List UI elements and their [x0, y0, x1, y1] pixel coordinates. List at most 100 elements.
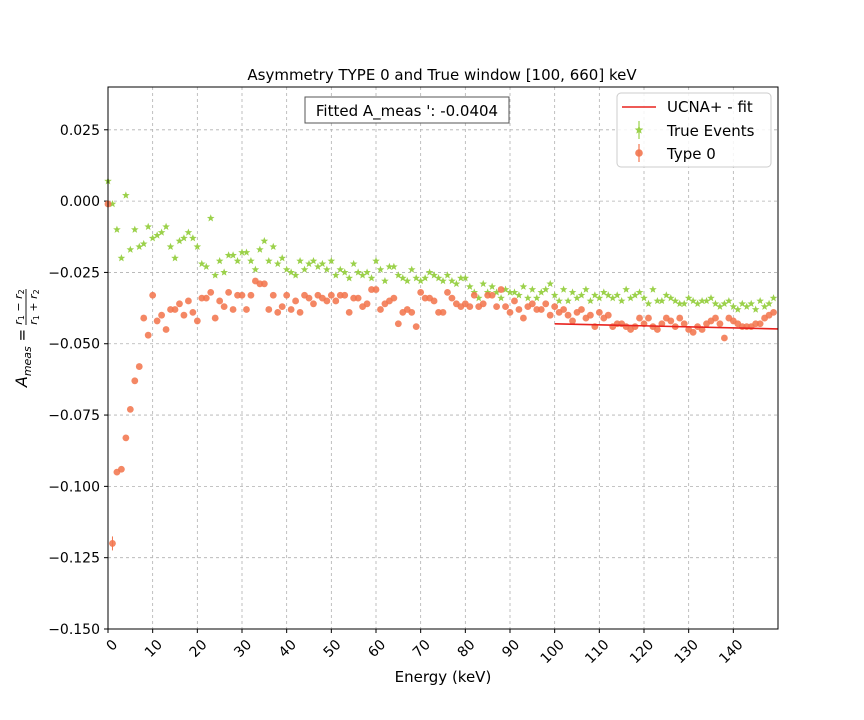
- type0-point: [238, 291, 246, 299]
- series-type-0: [104, 200, 777, 551]
- true-events-point: [765, 299, 773, 308]
- true-events-point: [631, 291, 639, 299]
- legend-true-swatch: [634, 121, 644, 139]
- fit-annotation: Fitted A_meas ': -0.0404: [304, 96, 510, 124]
- true-events-point: [604, 291, 613, 299]
- true-events-point: [756, 296, 764, 305]
- true-events-point: [367, 274, 376, 282]
- y-tick-label: −0.050: [48, 337, 100, 353]
- true-events-point: [198, 259, 206, 268]
- type0-point: [394, 320, 402, 328]
- type0-point: [153, 317, 161, 325]
- type0-point: [202, 294, 210, 302]
- type0-point: [604, 311, 612, 319]
- type0-point: [158, 311, 166, 319]
- type0-point: [372, 286, 380, 293]
- true-events-point: [189, 234, 197, 242]
- true-events-point: [358, 271, 367, 279]
- type0-point: [323, 297, 331, 305]
- true-events-point: [582, 285, 590, 293]
- type0-point: [680, 320, 688, 328]
- type0-point: [220, 303, 228, 311]
- true-events-point: [550, 291, 559, 299]
- type0-point: [497, 286, 505, 293]
- type0-point: [287, 306, 295, 313]
- true-events-point: [492, 288, 501, 296]
- true-events-point: [586, 296, 595, 305]
- true-events-point: [474, 294, 483, 302]
- type0-point: [546, 311, 554, 319]
- type0-point: [479, 300, 487, 308]
- true-events-point: [229, 251, 237, 259]
- true-events-point: [287, 268, 295, 276]
- true-events-point: [738, 299, 747, 308]
- true-events-point: [528, 285, 537, 293]
- true-events-point: [559, 285, 568, 293]
- true-events-point: [345, 274, 353, 282]
- true-events-point: [314, 262, 322, 270]
- y-tick-label: 0.025: [60, 123, 100, 139]
- type0-point: [278, 303, 286, 311]
- true-events-point: [305, 259, 313, 268]
- true-events-point: [541, 285, 550, 293]
- annotation-box: [304, 96, 510, 124]
- true-events-point: [309, 257, 318, 265]
- true-events-point: [354, 268, 362, 276]
- y-tick-label: −0.100: [48, 479, 100, 495]
- type0-point: [171, 306, 179, 313]
- true-events-point: [256, 245, 264, 253]
- type0-point: [667, 317, 675, 325]
- type0-point: [636, 314, 643, 322]
- true-events-point: [211, 271, 219, 279]
- true-events-point: [403, 276, 412, 285]
- true-events-point: [434, 274, 443, 282]
- true-events-point: [689, 296, 697, 305]
- true-events-point: [175, 237, 184, 245]
- type0-point: [721, 334, 728, 342]
- y-tick-label: 0.000: [60, 194, 100, 210]
- true-events-point: [519, 282, 528, 290]
- true-events-point: [644, 299, 653, 308]
- true-events-point: [327, 257, 336, 265]
- type0-point: [408, 308, 416, 316]
- true-events-point: [180, 234, 188, 242]
- true-events-point: [336, 265, 345, 273]
- type0-point: [327, 291, 335, 299]
- type0-point: [542, 300, 550, 308]
- type0-point: [595, 308, 603, 316]
- type0-point: [292, 297, 299, 305]
- true-events-point: [184, 228, 193, 236]
- true-events-point: [278, 254, 286, 262]
- true-events-point: [524, 294, 532, 302]
- type0-point: [448, 294, 456, 302]
- type0-point: [528, 300, 536, 308]
- true-events-point: [573, 294, 581, 302]
- true-events-point: [233, 257, 242, 265]
- y-axis-ticks: 0.025 0.000 −0.025 −0.050 −0.075 −0.100 −0.125…: [48, 123, 108, 638]
- type0-point: [332, 297, 340, 305]
- type0-point: [578, 306, 585, 313]
- true-events-point: [381, 276, 389, 285]
- true-events-point: [734, 305, 742, 313]
- true-events-point: [376, 265, 385, 273]
- type0-point: [185, 297, 192, 305]
- type0-point: [390, 294, 398, 302]
- y-tick-label: −0.075: [48, 408, 100, 424]
- type0-point: [515, 306, 523, 313]
- true-events-point: [680, 299, 688, 308]
- type0-point: [417, 288, 425, 296]
- true-events-point: [448, 276, 456, 285]
- type0-point: [551, 303, 559, 311]
- true-events-point: [390, 262, 398, 270]
- true-events-point: [412, 274, 420, 282]
- true-events-point: [613, 291, 621, 299]
- type0-point: [126, 405, 134, 413]
- true-events-point: [122, 191, 130, 199]
- true-events-point: [291, 271, 300, 279]
- true-events-point: [144, 222, 152, 231]
- true-events-point: [640, 294, 648, 302]
- type0-point: [470, 291, 478, 299]
- svg-text:r1 − r2: r1 − r2: [12, 289, 26, 324]
- true-events-point: [591, 291, 599, 299]
- true-events-point: [407, 265, 416, 273]
